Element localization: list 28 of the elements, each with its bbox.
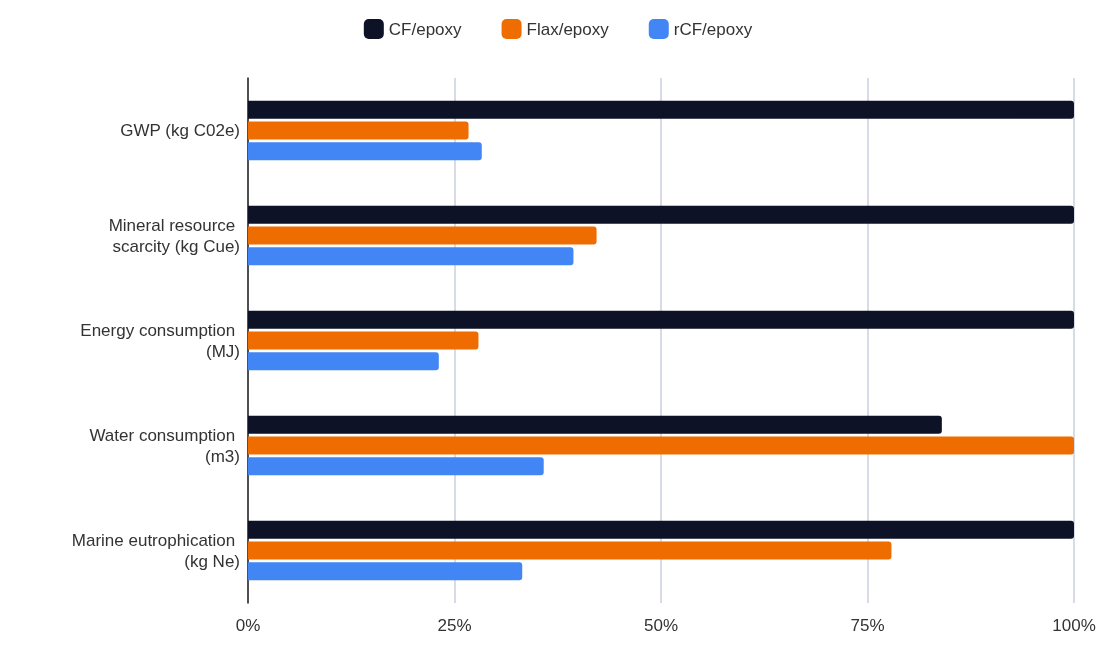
bar xyxy=(248,541,892,560)
x-tick-label: 25% xyxy=(437,616,472,635)
bar xyxy=(248,205,1074,224)
bar xyxy=(248,562,523,581)
bar xyxy=(248,247,574,266)
bar xyxy=(248,520,1074,539)
x-tick-label: 50% xyxy=(643,616,679,635)
bar xyxy=(248,226,597,245)
legend-label: rCF/epoxy xyxy=(673,19,753,39)
bar xyxy=(248,352,439,371)
y-tick-label: Energy consumption (MJ) xyxy=(80,320,240,361)
legend-label: Flax/epoxy xyxy=(526,19,610,39)
y-tick-label: Marine eutrophication (kg Ne) xyxy=(71,530,240,571)
bar xyxy=(248,310,1074,329)
bar xyxy=(248,121,469,140)
x-tick-label: 100% xyxy=(1052,616,1096,635)
bar xyxy=(248,142,482,161)
y-tick-label: Water consumption (m3) xyxy=(89,425,240,466)
y-tick-label: GWP (kg C02e) xyxy=(120,121,240,140)
bar xyxy=(248,415,942,434)
bar xyxy=(248,457,544,476)
bar xyxy=(248,100,1074,119)
x-tick-label: 0% xyxy=(235,616,261,635)
legend-label: CF/epoxy xyxy=(388,19,463,39)
bar xyxy=(248,436,1074,455)
y-tick-label: Mineral resource scarcity (kg Cue) xyxy=(108,215,240,256)
x-tick-label: 75% xyxy=(850,616,885,635)
bar xyxy=(248,331,479,350)
